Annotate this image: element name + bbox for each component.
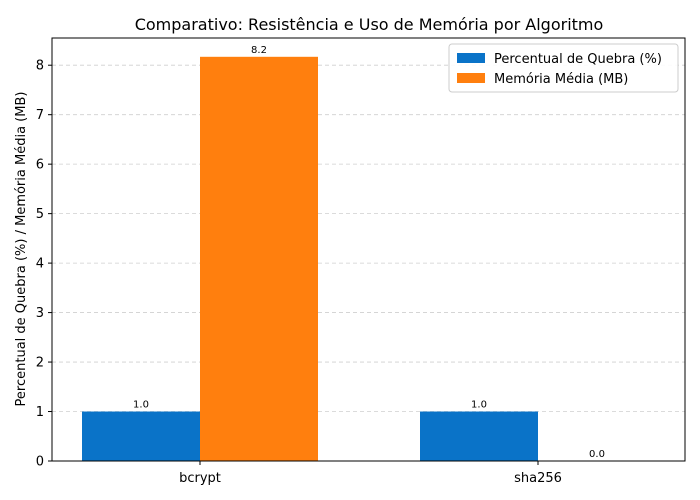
y-tick-label: 2 [36, 356, 44, 371]
y-axis-label: Percentual de Quebra (%) / Memória Média… [14, 92, 29, 407]
y-tick-label: 5 [36, 207, 44, 222]
legend-swatch-series-2 [457, 73, 485, 83]
y-tick-label: 8 [36, 59, 44, 74]
chart-title: Comparativo: Resistência e Uso de Memóri… [135, 15, 604, 34]
x-axis-ticks: bcrypt sha256 [179, 461, 562, 486]
y-tick-label: 1 [36, 405, 44, 420]
legend-label-series-2: Memória Média (MB) [494, 72, 628, 87]
legend-box [448, 43, 679, 93]
y-axis-ticks: 0 1 2 3 4 5 6 7 8 [36, 59, 52, 470]
legend-label-series-1: Percentual de Quebra (%) [494, 52, 662, 67]
y-tick-label: 0 [36, 455, 44, 470]
axes [51, 37, 686, 462]
bar-bcrypt-series-1 [82, 411, 200, 461]
legend: Percentual de Quebra (%) Memória Média (M… [448, 43, 679, 93]
bar-sha256-series-1 [420, 411, 538, 461]
bars [82, 56, 538, 462]
bar-data-label: 1.0 [471, 400, 487, 411]
y-tick-label: 4 [36, 257, 44, 272]
bar-data-label: 0.0 [589, 449, 605, 460]
x-tick-label-sha256: sha256 [514, 471, 562, 486]
bar-data-label: 8.2 [251, 45, 267, 56]
x-tick-label-bcrypt: bcrypt [179, 471, 221, 486]
bar-data-label: 1.0 [133, 400, 149, 411]
y-tick-label: 6 [36, 158, 44, 173]
plot-frame [51, 37, 686, 462]
y-tick-label: 3 [36, 306, 44, 321]
data-labels: 1.0 8.2 1.0 0.0 [133, 45, 605, 460]
y-tick-label: 7 [36, 108, 44, 123]
legend-swatch-series-1 [457, 53, 485, 63]
bar-bcrypt-series-2 [200, 56, 318, 462]
